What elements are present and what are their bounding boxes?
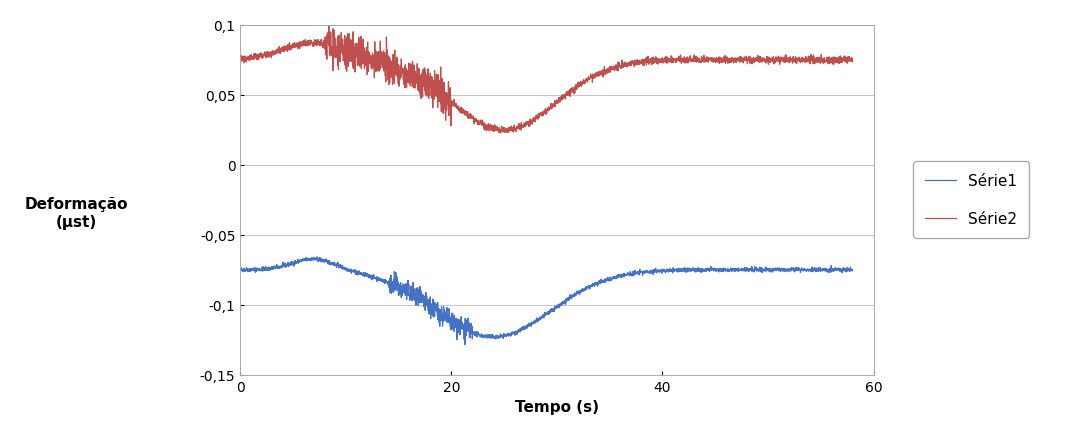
Série1 [496, 333, 509, 338]
Série1 [834, 267, 847, 272]
Legend: Série1, Série2: Série1, Série2 [913, 161, 1029, 239]
Série2 [468, 116, 482, 121]
Série2 [494, 131, 507, 136]
Série2 [496, 126, 509, 131]
Série2 [304, 43, 317, 48]
Line: Série2: Série2 [240, 27, 853, 134]
Série1 [459, 342, 472, 347]
Série1 [304, 257, 317, 262]
X-axis label: Tempo (s): Tempo (s) [515, 399, 598, 414]
Série1 [769, 266, 782, 271]
Text: Deformação
(μst): Deformação (μst) [25, 197, 128, 229]
Série1 [310, 255, 323, 260]
Série2 [322, 24, 335, 29]
Line: Série1: Série1 [240, 257, 853, 345]
Série2 [340, 70, 353, 75]
Série1 [846, 268, 859, 273]
Série2 [846, 60, 859, 65]
Série2 [834, 58, 847, 63]
Série1 [468, 332, 482, 337]
Série1 [234, 267, 247, 272]
Série2 [234, 60, 247, 65]
Série2 [769, 58, 782, 63]
Série1 [340, 266, 353, 271]
